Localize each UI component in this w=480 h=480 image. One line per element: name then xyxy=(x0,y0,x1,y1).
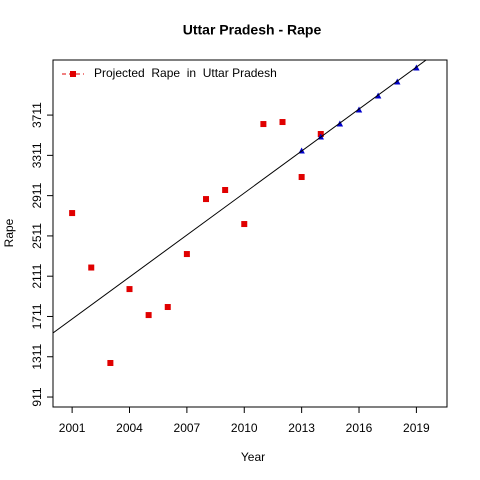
point xyxy=(241,221,248,228)
y-tick-label: 2511 xyxy=(30,223,44,249)
point xyxy=(298,174,305,181)
point xyxy=(222,186,229,193)
point xyxy=(260,121,267,128)
plot-box xyxy=(52,59,448,408)
point xyxy=(279,119,286,126)
point xyxy=(164,304,171,311)
point xyxy=(88,264,95,271)
x-tick-label: 2007 xyxy=(174,421,201,435)
y-tick-label: 1311 xyxy=(30,344,44,370)
point xyxy=(203,196,210,203)
y-tick-label: 1711 xyxy=(30,303,44,329)
y-tick-label: 2911 xyxy=(30,182,44,208)
x-tick-label: 2013 xyxy=(288,421,315,435)
point xyxy=(126,286,133,293)
x-tick-label: 2001 xyxy=(59,421,86,435)
y-axis-label: Rape xyxy=(2,218,16,247)
y-tick-label: 2111 xyxy=(30,263,44,288)
x-tick-label: 2019 xyxy=(403,421,430,435)
x-tick-label: 2004 xyxy=(116,421,143,435)
trend-line xyxy=(53,60,427,334)
plot-area xyxy=(53,60,427,366)
x-axis-label: Year xyxy=(241,450,265,464)
y-tick-label: 911 xyxy=(30,387,44,406)
x-tick-label: 2010 xyxy=(231,421,258,435)
legend-marker xyxy=(70,71,76,77)
legend-label: Projected Rape in Uttar Pradesh xyxy=(94,66,277,80)
point xyxy=(69,210,76,217)
x-tick-label: 2016 xyxy=(346,421,373,435)
chart-title: Uttar Pradesh - Rape xyxy=(183,22,322,38)
point xyxy=(183,251,190,258)
y-tick-label: 3311 xyxy=(30,142,44,168)
point xyxy=(107,359,114,366)
point xyxy=(145,312,152,319)
y-tick-label: 3711 xyxy=(30,102,44,128)
